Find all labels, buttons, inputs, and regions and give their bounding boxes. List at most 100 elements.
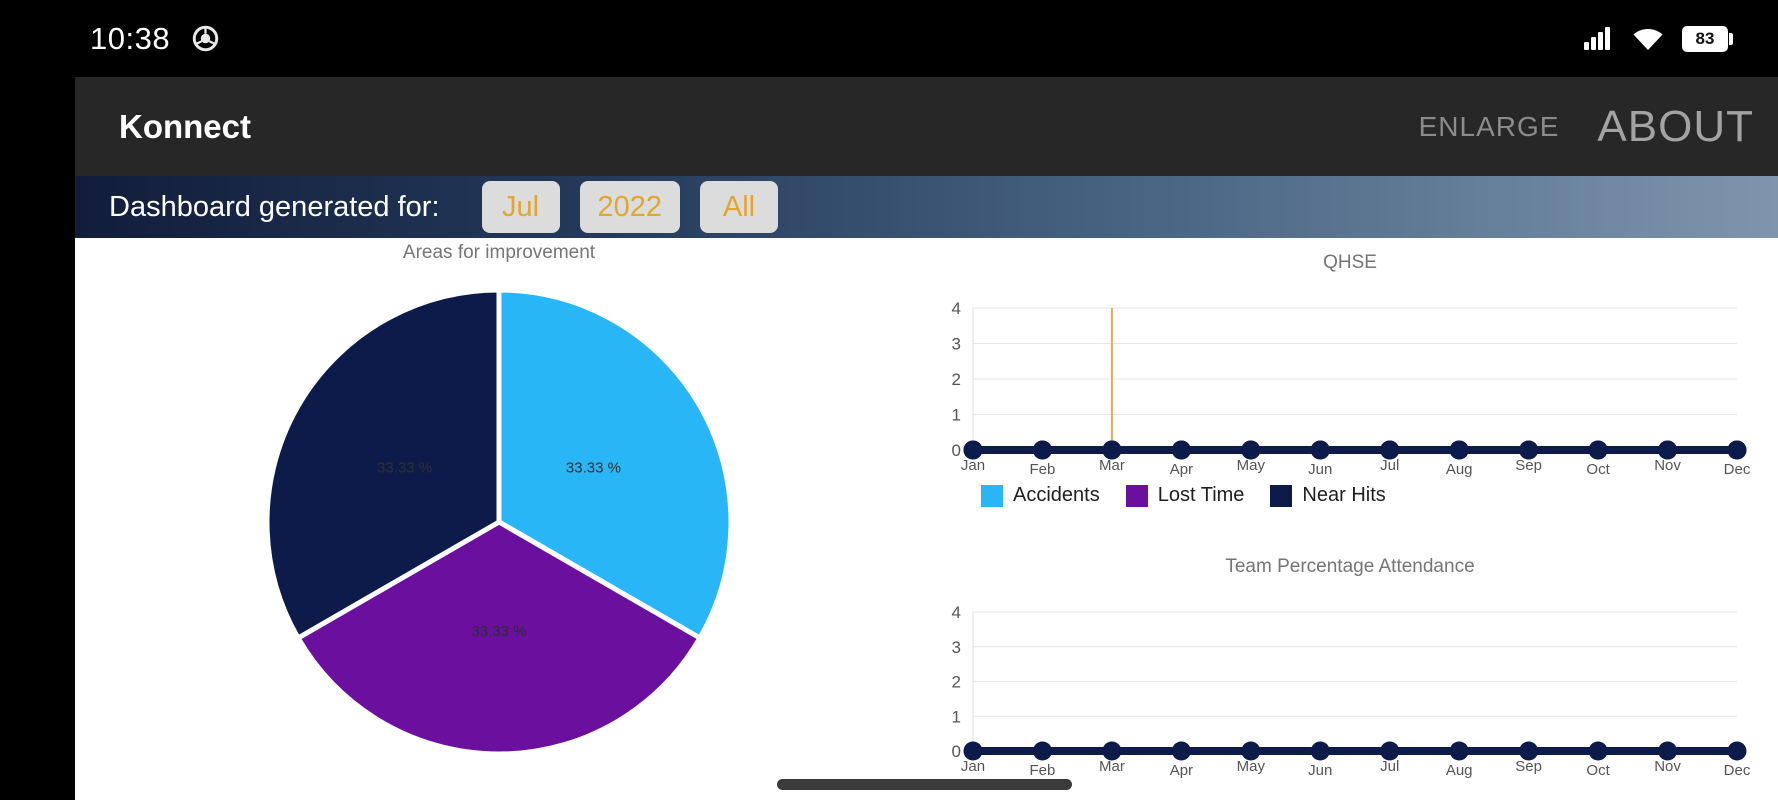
status-bar-left: 10:38 <box>90 21 219 57</box>
status-bar: 10:38 83 <box>0 0 1778 77</box>
data-point <box>1449 741 1469 761</box>
data-point <box>1588 741 1608 761</box>
y-tick-label: 3 <box>952 335 961 354</box>
legend-item-lost-time[interactable]: Lost Time <box>1125 484 1245 507</box>
filter-label: Dashboard generated for: <box>109 190 440 223</box>
x-tick-label: May <box>1237 457 1266 474</box>
pie-slice-label: 33.33 % <box>566 459 621 476</box>
legend-swatch <box>981 484 1003 507</box>
x-tick-label: Jun <box>1308 461 1332 478</box>
qhse-line-chart: 0 1 2 3 4 Jan Feb Mar Apr May Jun Jul Aug Sep Oct Nov De… <box>952 299 1751 478</box>
x-tick-label: Feb <box>1030 762 1056 779</box>
x-tick-label: Jul <box>1380 457 1399 474</box>
data-point <box>1449 440 1469 460</box>
y-tick-label: 4 <box>952 603 961 622</box>
battery-nub <box>1729 32 1733 45</box>
chrome-icon <box>192 25 219 52</box>
data-point <box>1658 440 1678 460</box>
x-tick-label: Apr <box>1170 762 1193 779</box>
x-tick-label: Dec <box>1724 461 1751 478</box>
data-point <box>1310 741 1330 761</box>
legend-label: Accidents <box>1013 484 1100 506</box>
pie-slice <box>496 287 734 641</box>
x-tick-label: Aug <box>1446 762 1473 779</box>
data-point <box>1380 440 1400 460</box>
data-point <box>1519 741 1539 761</box>
qhse-chart-title: QHSE <box>1323 252 1377 273</box>
filter-bar: Dashboard generated for: Jul 2022 All <box>75 176 1778 238</box>
pie-slice-label: 33.33 % <box>377 459 432 476</box>
legend-swatch <box>1125 484 1148 507</box>
x-tick-label: May <box>1237 758 1266 775</box>
legend-item-accidents[interactable]: Accidents <box>981 484 1100 507</box>
y-tick-label: 2 <box>952 370 961 389</box>
x-tick-label: Jun <box>1308 762 1332 779</box>
menu-item-about[interactable]: ABOUT <box>1597 101 1754 151</box>
app-bar: Konnect ENLARGE ABOUT <box>75 77 1778 176</box>
legend-label: Near Hits <box>1302 484 1386 506</box>
data-point <box>1171 741 1191 761</box>
attendance-chart-title: Team Percentage Attendance <box>1225 556 1475 577</box>
wifi-icon <box>1633 28 1663 50</box>
data-point <box>1380 741 1400 761</box>
x-tick-label: Jan <box>961 457 985 474</box>
data-point <box>1102 440 1122 460</box>
x-tick-label: Aug <box>1446 461 1473 478</box>
data-point <box>1241 440 1261 460</box>
y-tick-label: 1 <box>952 406 961 425</box>
x-tick-label: Jan <box>961 758 985 775</box>
battery-icon: 83 <box>1682 25 1733 52</box>
x-tick-label: Mar <box>1099 758 1125 775</box>
x-tick-label: Mar <box>1099 457 1125 474</box>
y-tick-label: 4 <box>952 299 961 318</box>
legend-label: Lost Time <box>1157 484 1245 506</box>
data-point <box>1658 741 1678 761</box>
signal-icon <box>1584 26 1610 50</box>
x-tick-label: Nov <box>1654 758 1681 775</box>
data-point <box>963 741 983 761</box>
app-bar-actions: ENLARGE ABOUT <box>1419 102 1754 152</box>
x-tick-label: Apr <box>1170 461 1193 478</box>
data-point <box>1032 741 1052 761</box>
gesture-navigation-bar[interactable] <box>777 779 1072 790</box>
x-tick-label: Jul <box>1380 758 1399 775</box>
filter-all-button[interactable]: All <box>700 181 779 233</box>
x-tick-label: Dec <box>1724 762 1751 779</box>
filter-year-button[interactable]: 2022 <box>579 181 681 233</box>
x-tick-label: Feb <box>1030 461 1056 478</box>
pie-chart-title: Areas for improvement <box>402 242 596 263</box>
menu-item-enlarge[interactable]: ENLARGE <box>1418 110 1560 142</box>
battery-percent: 83 <box>1695 29 1715 48</box>
app-title: Konnect <box>119 107 251 145</box>
pie-slice <box>264 287 502 641</box>
data-point <box>1727 440 1747 460</box>
data-point <box>1588 440 1608 460</box>
pie-slice-label: 33.33 % <box>471 623 526 640</box>
x-tick-label: Oct <box>1586 762 1610 779</box>
x-tick-label: Nov <box>1654 457 1681 474</box>
qhse-legend: Accidents Lost Time Near Hits <box>981 484 1386 507</box>
x-tick-label: Sep <box>1515 758 1542 775</box>
x-tick-label: Sep <box>1515 457 1542 474</box>
data-point <box>1032 440 1052 460</box>
app-window: Konnect ENLARGE ABOUT Dashboard generate… <box>75 77 1778 800</box>
legend-item-near-hits[interactable]: Near Hits <box>1270 484 1386 507</box>
data-point <box>1727 741 1747 761</box>
data-point <box>1102 741 1122 761</box>
attendance-line-chart: 0 1 2 3 4 Jan Feb Mar Apr May Jun Jul Aug Sep Oct Nov De… <box>952 603 1751 779</box>
y-tick-label: 0 <box>952 742 961 761</box>
status-bar-right: 83 <box>1582 25 1733 52</box>
x-tick-label: Oct <box>1586 461 1610 478</box>
data-point <box>1171 440 1191 460</box>
areas-pie-chart: 33.33 % 33.33 % 33.33 % <box>264 287 734 757</box>
y-tick-label: 3 <box>952 638 961 657</box>
y-tick-label: 2 <box>952 673 961 692</box>
dashboard-content: Areas for improvement 33.33 % 33.33 % 33.3… <box>75 238 1778 800</box>
data-point <box>1519 440 1539 460</box>
status-time: 10:38 <box>90 20 171 56</box>
data-point <box>1241 741 1261 761</box>
pie-slice <box>295 519 703 757</box>
filter-month-button[interactable]: Jul <box>481 181 560 233</box>
data-point <box>1310 440 1330 460</box>
